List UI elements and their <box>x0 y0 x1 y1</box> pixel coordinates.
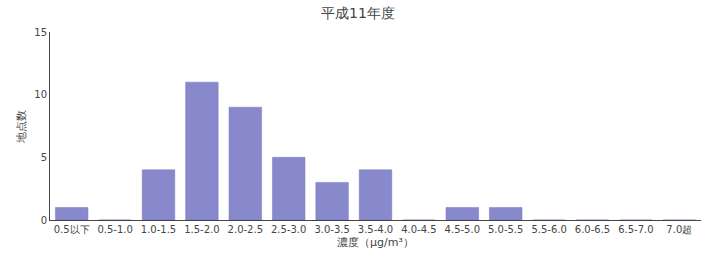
svg-text:10: 10 <box>34 89 47 100</box>
svg-text:4.5-5.0: 4.5-5.0 <box>445 224 480 235</box>
svg-text:4.0-4.5: 4.0-4.5 <box>401 224 436 235</box>
svg-text:1.5-2.0: 1.5-2.0 <box>184 224 219 235</box>
svg-text:0.5-1.0: 0.5-1.0 <box>97 224 132 235</box>
svg-text:3.5-4.0: 3.5-4.0 <box>358 224 393 235</box>
svg-text:7.0超: 7.0超 <box>666 224 692 235</box>
svg-text:3.0-3.5: 3.0-3.5 <box>314 224 349 235</box>
svg-text:15: 15 <box>34 27 47 38</box>
svg-text:0: 0 <box>41 215 47 226</box>
svg-text:5: 5 <box>41 152 47 163</box>
svg-text:地点数: 地点数 <box>15 110 28 144</box>
svg-text:平成11年度: 平成11年度 <box>321 5 395 21</box>
svg-text:5.0-5.5: 5.0-5.5 <box>488 224 523 235</box>
svg-text:濃度（μg/m³）: 濃度（μg/m³） <box>337 236 414 249</box>
svg-text:0.5以下: 0.5以下 <box>54 224 90 235</box>
svg-text:6.5-7.0: 6.5-7.0 <box>618 224 653 235</box>
svg-text:1.0-1.5: 1.0-1.5 <box>141 224 176 235</box>
svg-text:2.0-2.5: 2.0-2.5 <box>228 224 263 235</box>
svg-text:5.5-6.0: 5.5-6.0 <box>531 224 566 235</box>
svg-text:6.0-6.5: 6.0-6.5 <box>575 224 610 235</box>
svg-text:2.5-3.0: 2.5-3.0 <box>271 224 306 235</box>
